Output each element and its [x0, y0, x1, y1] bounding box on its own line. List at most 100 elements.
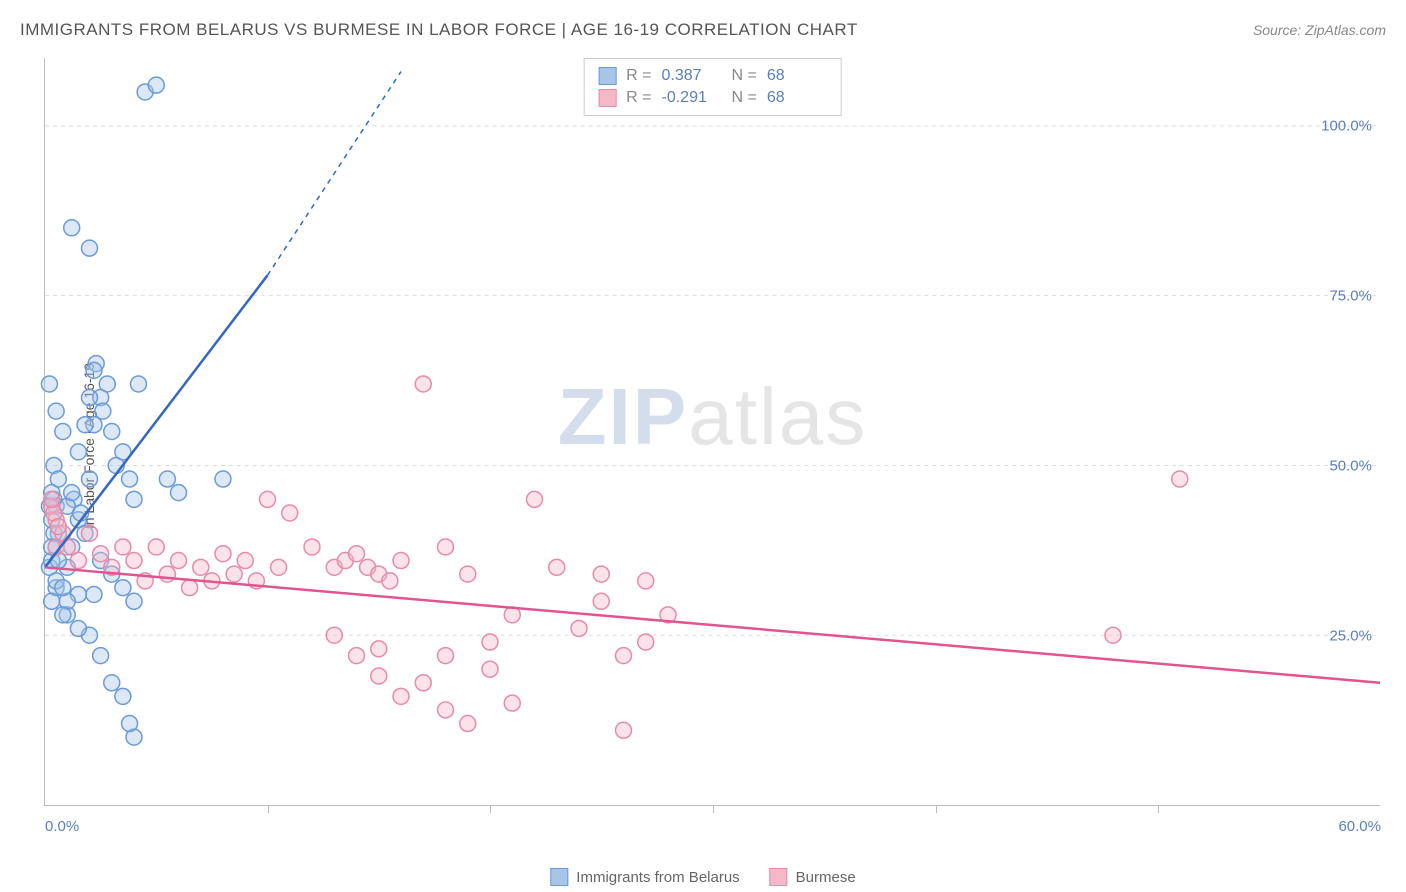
data-point: [237, 553, 253, 569]
data-point: [393, 553, 409, 569]
data-point: [593, 593, 609, 609]
data-point: [148, 539, 164, 555]
y-tick-label: 50.0%: [1329, 458, 1372, 475]
data-point: [82, 525, 98, 541]
data-point: [638, 634, 654, 650]
data-point: [44, 593, 60, 609]
data-point: [77, 417, 93, 433]
data-point: [171, 485, 187, 501]
data-point: [1105, 627, 1121, 643]
data-point: [438, 702, 454, 718]
data-point: [638, 573, 654, 589]
data-point: [393, 688, 409, 704]
data-point: [115, 688, 131, 704]
legend-swatch: [550, 868, 568, 886]
data-point: [226, 566, 242, 582]
data-point: [159, 471, 175, 487]
data-point: [82, 240, 98, 256]
data-point: [70, 620, 86, 636]
data-point: [159, 566, 175, 582]
data-point: [371, 668, 387, 684]
series-legend: Immigrants from Belarus Burmese: [550, 868, 855, 886]
data-point: [215, 471, 231, 487]
data-point: [122, 716, 138, 732]
data-point: [95, 403, 111, 419]
data-point: [86, 586, 102, 602]
data-point: [82, 471, 98, 487]
data-point: [82, 390, 98, 406]
chart-title: IMMIGRANTS FROM BELARUS VS BURMESE IN LA…: [20, 20, 858, 40]
data-point: [616, 722, 632, 738]
data-point: [115, 539, 131, 555]
y-tick-label: 75.0%: [1329, 288, 1372, 305]
legend-swatch: [770, 868, 788, 886]
data-point: [438, 648, 454, 664]
data-point: [482, 661, 498, 677]
r-label: R =: [626, 67, 651, 85]
chart-plot-area: R = 0.387 N = 68 R = -0.291 N = 68 ZIPat…: [44, 58, 1380, 806]
data-point: [50, 519, 66, 535]
n-label: N =: [732, 89, 757, 107]
legend-swatch-burmese: [598, 89, 616, 107]
correlation-legend: R = 0.387 N = 68 R = -0.291 N = 68: [583, 58, 842, 116]
data-point: [126, 491, 142, 507]
data-point: [349, 546, 365, 562]
data-point: [55, 607, 71, 623]
data-point: [126, 553, 142, 569]
data-point: [126, 593, 142, 609]
data-point: [371, 641, 387, 657]
legend-item: Burmese: [770, 868, 856, 886]
legend-label: Burmese: [796, 869, 856, 886]
data-point: [304, 539, 320, 555]
scatter-svg: [45, 58, 1380, 805]
data-point: [171, 553, 187, 569]
data-point: [70, 444, 86, 460]
data-point: [104, 424, 120, 440]
data-point: [571, 620, 587, 636]
data-point: [460, 566, 476, 582]
r-label: R =: [626, 89, 651, 107]
data-point: [130, 376, 146, 392]
data-point: [70, 553, 86, 569]
r-value-burmese: -0.291: [662, 89, 722, 107]
data-point: [527, 491, 543, 507]
n-label: N =: [732, 67, 757, 85]
data-point: [349, 648, 365, 664]
data-point: [382, 573, 398, 589]
data-point: [148, 77, 164, 93]
y-tick-label: 25.0%: [1329, 628, 1372, 645]
data-point: [193, 559, 209, 575]
data-point: [48, 403, 64, 419]
legend-item: Immigrants from Belarus: [550, 868, 739, 886]
data-point: [86, 362, 102, 378]
data-point: [41, 376, 57, 392]
r-value-belarus: 0.387: [662, 67, 722, 85]
data-point: [55, 580, 71, 596]
data-point: [271, 559, 287, 575]
data-point: [122, 471, 138, 487]
data-point: [93, 546, 109, 562]
data-point: [282, 505, 298, 521]
data-point: [104, 675, 120, 691]
data-point: [55, 424, 71, 440]
data-point: [438, 539, 454, 555]
data-point: [504, 695, 520, 711]
legend-swatch-belarus: [598, 67, 616, 85]
data-point: [260, 491, 276, 507]
y-tick-label: 100.0%: [1321, 118, 1372, 135]
n-value-belarus: 68: [767, 67, 827, 85]
data-point: [415, 675, 431, 691]
regression-line-extension: [268, 72, 402, 276]
data-point: [215, 546, 231, 562]
data-point: [593, 566, 609, 582]
data-point: [415, 376, 431, 392]
data-point: [182, 580, 198, 596]
legend-row-burmese: R = -0.291 N = 68: [598, 87, 827, 109]
x-tick-label: 0.0%: [45, 818, 79, 835]
n-value-burmese: 68: [767, 89, 827, 107]
data-point: [115, 580, 131, 596]
data-point: [1172, 471, 1188, 487]
data-point: [326, 627, 342, 643]
data-point: [549, 559, 565, 575]
data-point: [482, 634, 498, 650]
